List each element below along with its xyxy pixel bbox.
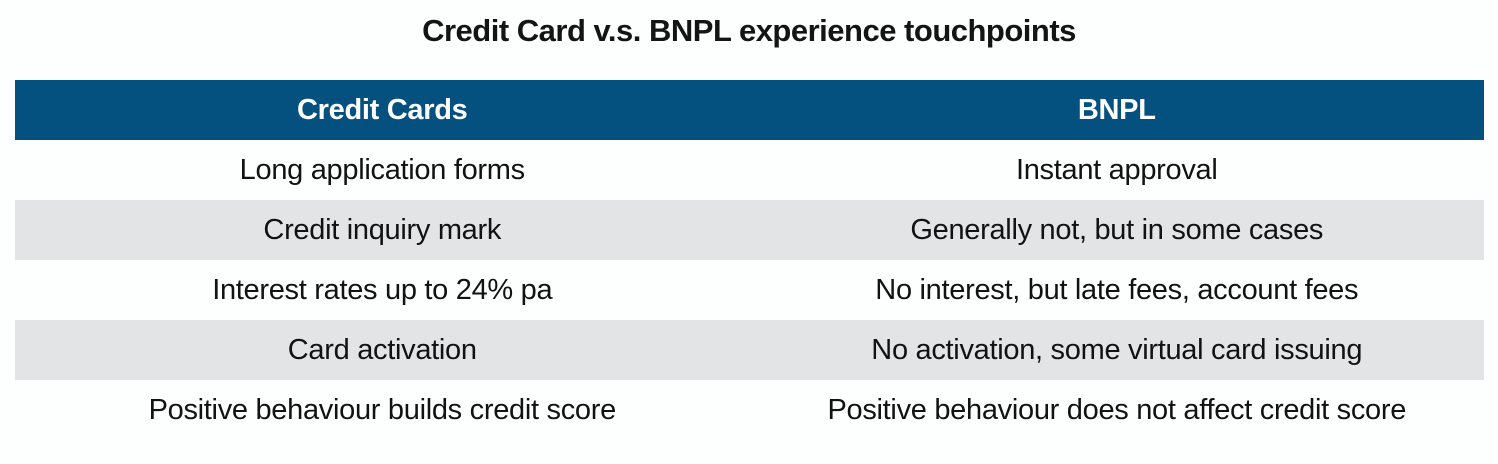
table-row: Card activation No activation, some virt… [15, 320, 1484, 380]
table-cell-credit-cards: Positive behaviour builds credit score [148, 393, 617, 426]
table-cell-bnpl: No interest, but late fees, account fees [875, 273, 1359, 306]
table-cell-bnpl: Positive behaviour does not affect credi… [827, 393, 1407, 426]
table-cell-bnpl: No activation, some virtual card issuing [871, 333, 1363, 366]
table-row: Long application forms Instant approval [15, 140, 1484, 200]
table-header-bnpl: BNPL [1077, 93, 1156, 126]
table-cell-bnpl: Generally not, but in some cases [910, 213, 1324, 246]
page-title: Credit Card v.s. BNPL experience touchpo… [422, 13, 1076, 48]
table-cell-credit-cards: Long application forms [239, 153, 525, 186]
table-header-row: Credit Cards BNPL [15, 80, 1484, 140]
table-row: Positive behaviour builds credit score P… [15, 380, 1484, 440]
table-cell-credit-cards: Card activation [287, 333, 477, 366]
table-cell-credit-cards: Interest rates up to 24% pa [212, 273, 553, 306]
table-cell-bnpl: Instant approval [1015, 153, 1218, 186]
table-row: Interest rates up to 24% pa No interest,… [15, 260, 1484, 320]
table-cell-credit-cards: Credit inquiry mark [263, 213, 502, 246]
comparison-table: Credit Cards BNPL Long application forms… [15, 80, 1484, 440]
table-header-credit-cards: Credit Cards [297, 93, 468, 126]
table-row: Credit inquiry mark Generally not, but i… [15, 200, 1484, 260]
